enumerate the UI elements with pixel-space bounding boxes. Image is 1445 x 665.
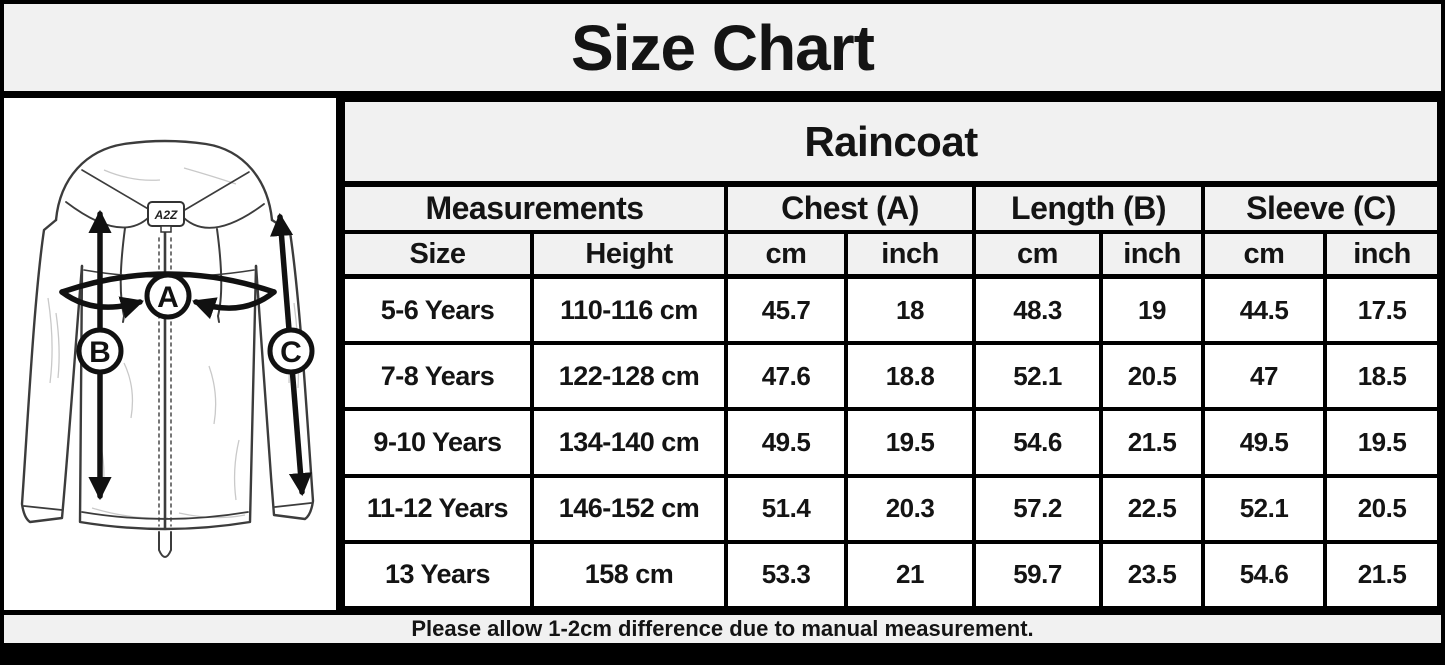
sleeve-cm-cell: 52.1 [1201, 473, 1327, 544]
chest-cm-cell: 53.3 [724, 539, 848, 611]
chest-inch-cell: 18.8 [844, 341, 976, 412]
column-header-length-cm: cm [972, 230, 1103, 280]
length-cm-cell: 52.1 [972, 341, 1103, 412]
column-header-chest-inch: inch [844, 230, 976, 280]
length-cm-cell: 59.7 [972, 539, 1103, 611]
sub-header-row: Size Height cm inch cm inch cm inch [341, 230, 1441, 280]
chest-band-right-arrow [192, 289, 277, 320]
sleeve-inch-cell: 19.5 [1323, 407, 1441, 478]
length-inch-cell: 20.5 [1099, 341, 1205, 412]
height-cell: 122-128 cm [530, 341, 728, 412]
sleeve-inch-cell: 21.5 [1323, 539, 1441, 611]
chest-inch-cell: 19.5 [844, 407, 976, 478]
col-group-chest: Chest (A) [724, 182, 976, 235]
height-cell: 158 cm [530, 539, 728, 611]
brand-tag: A2Z [147, 201, 185, 233]
sleeve-label-badge [267, 327, 315, 375]
product-header-row: Raincoat [341, 97, 1441, 188]
table-row: 11-12 Years 146-152 cm 51.4 20.3 57.2 22… [341, 473, 1441, 544]
column-header-sleeve-cm: cm [1201, 230, 1327, 280]
product-name: Raincoat [341, 97, 1441, 188]
group-header-row: Measurements Chest (A) Length (B) Sleeve… [341, 182, 1441, 235]
footer-note: Please allow 1-2cm difference due to man… [4, 610, 1441, 643]
hood-fold-right [182, 171, 250, 212]
length-label: B [89, 336, 111, 369]
left-cuff [23, 505, 63, 511]
size-cell: 13 Years [341, 539, 534, 611]
length-cm-cell: 48.3 [972, 274, 1103, 346]
height-cell: 134-140 cm [530, 407, 728, 478]
page-title: Size Chart [4, 4, 1441, 98]
length-cm-cell: 54.6 [972, 407, 1103, 478]
column-header-height: Height [530, 230, 728, 280]
chest-inch-cell: 20.3 [844, 473, 976, 544]
drawstring-right [216, 228, 223, 323]
main-area: A2Z A B C [4, 97, 1441, 611]
size-cell: 11-12 Years [341, 473, 534, 544]
sleeve-cm-cell: 47 [1201, 341, 1327, 412]
chest-cm-cell: 47.6 [724, 341, 848, 412]
size-table: Raincoat Measurements Chest (A) Length (… [341, 97, 1441, 611]
column-header-length-inch: inch [1099, 230, 1205, 280]
right-cuff [274, 502, 312, 508]
length-inch-cell: 22.5 [1099, 473, 1205, 544]
table-row: 5-6 Years 110-116 cm 45.7 18 48.3 19 44.… [341, 274, 1441, 346]
height-cell: 146-152 cm [530, 473, 728, 544]
hood-outline [54, 139, 274, 222]
size-cell: 5-6 Years [341, 274, 534, 346]
size-table-container: Raincoat Measurements Chest (A) Length (… [341, 97, 1441, 611]
table-row: 7-8 Years 122-128 cm 47.6 18.8 52.1 20.5… [341, 341, 1441, 412]
sleeve-cm-cell: 49.5 [1201, 407, 1327, 478]
length-label-badge [76, 327, 124, 375]
chest-cm-cell: 45.7 [724, 274, 848, 346]
chest-cm-cell: 51.4 [724, 473, 848, 544]
col-group-length: Length (B) [972, 182, 1205, 235]
column-header-size: Size [341, 230, 534, 280]
sleeve-cm-cell: 44.5 [1201, 274, 1327, 346]
chest-inch-cell: 18 [844, 274, 976, 346]
col-group-sleeve: Sleeve (C) [1201, 182, 1441, 235]
column-header-sleeve-inch: inch [1323, 230, 1441, 280]
chest-cm-cell: 49.5 [724, 407, 848, 478]
raincoat-illustration-panel: A2Z A B C [4, 98, 341, 610]
size-cell: 7-8 Years [341, 341, 534, 412]
length-inch-cell: 23.5 [1099, 539, 1205, 611]
sleeve-inch-cell: 20.5 [1323, 473, 1441, 544]
table-row: 13 Years 158 cm 53.3 21 59.7 23.5 54.6 2… [341, 539, 1441, 611]
sleeve-inch-cell: 18.5 [1323, 341, 1441, 412]
column-header-chest-cm: cm [724, 230, 848, 280]
zipper-pull [158, 531, 172, 558]
brand-tag-text: A2Z [154, 208, 178, 222]
sleeve-inch-cell: 17.5 [1323, 274, 1441, 346]
sleeve-cm-cell: 54.6 [1201, 539, 1327, 611]
height-cell: 110-116 cm [530, 274, 728, 346]
length-inch-cell: 19 [1099, 274, 1205, 346]
length-inch-cell: 21.5 [1099, 407, 1205, 478]
raincoat-diagram: A2Z A B C [20, 139, 315, 558]
size-cell: 9-10 Years [341, 407, 534, 478]
table-row: 9-10 Years 134-140 cm 49.5 19.5 54.6 21.… [341, 407, 1441, 478]
col-group-measurements: Measurements [341, 182, 728, 235]
chest-label-badge [144, 272, 192, 320]
chest-inch-cell: 21 [844, 539, 976, 611]
hood-fold-left [81, 169, 151, 211]
left-sleeve [20, 218, 84, 524]
length-cm-cell: 57.2 [972, 473, 1103, 544]
chest-label: A [157, 281, 179, 314]
sleeve-label: C [280, 336, 302, 369]
